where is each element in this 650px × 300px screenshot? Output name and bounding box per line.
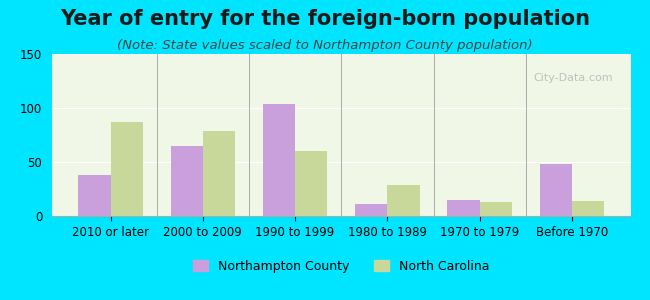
Bar xyxy=(203,131,235,216)
Bar xyxy=(263,104,295,216)
Bar xyxy=(355,204,387,216)
Bar xyxy=(111,122,143,216)
Bar xyxy=(295,151,328,216)
Bar xyxy=(170,146,203,216)
Text: City-Data.com: City-Data.com xyxy=(534,74,613,83)
Bar xyxy=(447,200,480,216)
Bar xyxy=(387,185,420,216)
Text: (Note: State values scaled to Northampton County population): (Note: State values scaled to Northampto… xyxy=(117,39,533,52)
Bar xyxy=(480,202,512,216)
Legend: Northampton County, North Carolina: Northampton County, North Carolina xyxy=(188,255,495,278)
Text: Year of entry for the foreign-born population: Year of entry for the foreign-born popul… xyxy=(60,9,590,29)
Bar xyxy=(540,164,572,216)
Bar xyxy=(78,175,111,216)
Bar xyxy=(572,201,604,216)
